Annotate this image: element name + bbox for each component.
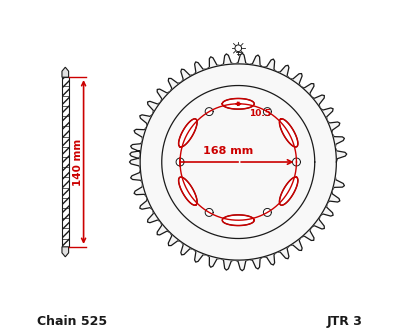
Polygon shape bbox=[62, 247, 69, 257]
Polygon shape bbox=[205, 208, 213, 216]
Polygon shape bbox=[263, 208, 271, 216]
Text: Chain 525: Chain 525 bbox=[37, 315, 107, 328]
Bar bbox=[62, 77, 69, 247]
Bar bbox=[62, 77, 69, 247]
Polygon shape bbox=[205, 108, 213, 116]
Polygon shape bbox=[263, 108, 271, 116]
Polygon shape bbox=[292, 158, 300, 166]
Polygon shape bbox=[280, 119, 298, 147]
Polygon shape bbox=[140, 64, 336, 260]
Text: JTR 3: JTR 3 bbox=[327, 315, 363, 328]
Polygon shape bbox=[222, 215, 254, 225]
Polygon shape bbox=[179, 119, 197, 147]
Polygon shape bbox=[62, 67, 69, 77]
Polygon shape bbox=[222, 99, 254, 109]
Polygon shape bbox=[176, 158, 184, 166]
Text: 168 mm: 168 mm bbox=[203, 146, 253, 156]
Text: 10.5: 10.5 bbox=[248, 109, 270, 118]
Text: 140 mm: 140 mm bbox=[72, 138, 82, 186]
Polygon shape bbox=[179, 177, 197, 205]
Polygon shape bbox=[130, 53, 347, 271]
Polygon shape bbox=[162, 86, 315, 238]
Polygon shape bbox=[280, 177, 298, 205]
